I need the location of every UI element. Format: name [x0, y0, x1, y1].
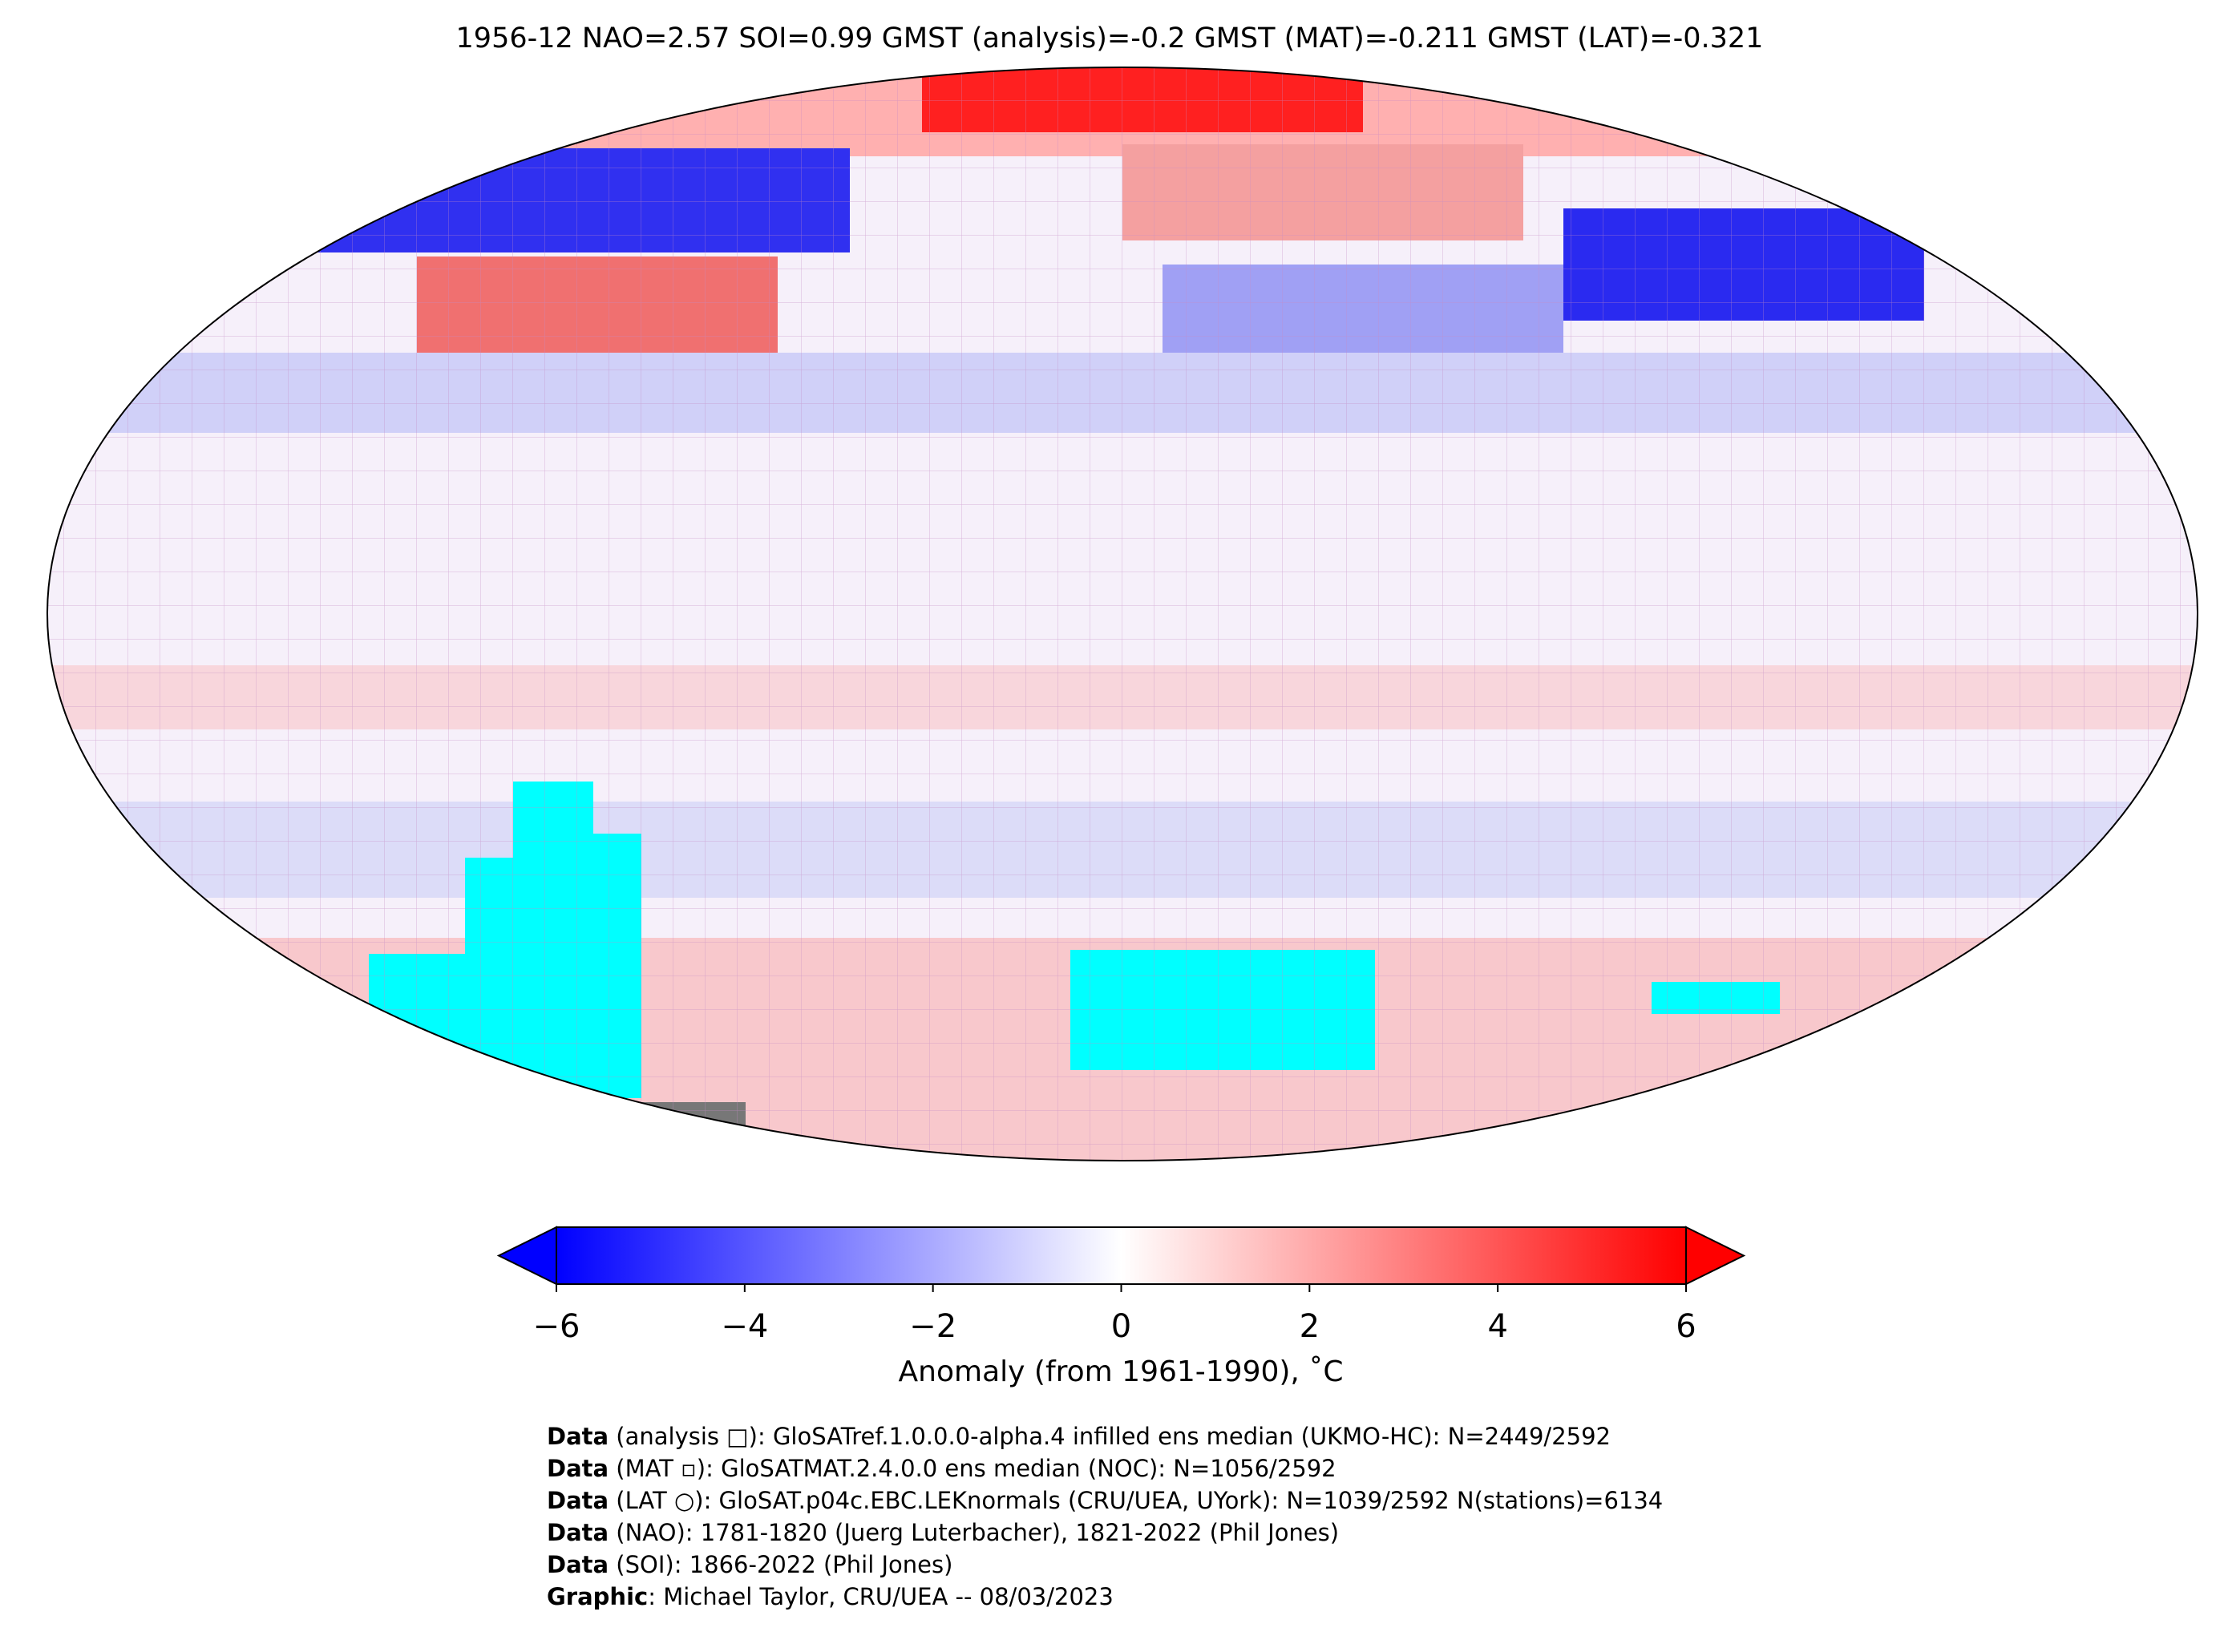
colorbar-tick-label: −4: [721, 1308, 768, 1345]
footer-line: Data (NAO): 1781-1820 (Juerg Luterbacher…: [547, 1519, 1339, 1546]
footer-bold: Data: [547, 1519, 609, 1546]
footer-text: (SOI): 1866-2022 (Phil Jones): [609, 1551, 952, 1578]
footer-text: (MAT ▫): GloSATMAT.2.4.0.0 ens median (N…: [609, 1455, 1336, 1482]
footer-text: (LAT ○): GloSAT.p04c.EBC.LEKnormals (CRU…: [609, 1487, 1663, 1514]
colorbar-label: Anomaly (from 1961-1990), ˚C: [899, 1355, 1344, 1388]
footer-line: Graphic: Michael Taylor, CRU/UEA -- 08/0…: [547, 1583, 1114, 1610]
footer-line: Data (LAT ○): GloSAT.p04c.EBC.LEKnormals…: [547, 1487, 1663, 1514]
footer-line: Data (SOI): 1866-2022 (Phil Jones): [547, 1551, 952, 1578]
colorbar: −6 −4 −2 0 2 4 6: [496, 1226, 1746, 1345]
colorbar-body: [556, 1226, 1687, 1285]
footer: Data (analysis □): GloSATref.1.0.0.0-alp…: [547, 1423, 1663, 1610]
footer-text: : Michael Taylor, CRU/UEA -- 08/03/2023: [648, 1583, 1114, 1610]
map-border: [47, 67, 2198, 1161]
colorbar-tick-label: 0: [1111, 1308, 1131, 1345]
footer-line: Data (analysis □): GloSATref.1.0.0.0-alp…: [547, 1423, 1611, 1450]
colorbar-tick-label: 6: [1676, 1308, 1696, 1345]
footer-bold: Data: [547, 1423, 609, 1450]
colorbar-tick-label: 2: [1300, 1308, 1320, 1345]
footer-bold: Data: [547, 1455, 609, 1482]
footer-bold: Data: [547, 1551, 609, 1578]
footer-line: Data (MAT ▫): GloSATMAT.2.4.0.0 ens medi…: [547, 1455, 1336, 1482]
footer-bold: Data: [547, 1487, 609, 1514]
colorbar-extend-high: [1685, 1226, 1746, 1286]
footer-text: (analysis □): GloSATref.1.0.0.0-alpha.4 …: [609, 1423, 1611, 1450]
colorbar-tick-label: −6: [533, 1308, 580, 1345]
footer-bold: Graphic: [547, 1583, 648, 1610]
footer-text: (NAO): 1781-1820 (Juerg Luterbacher), 18…: [609, 1519, 1339, 1546]
title: 1956-12 NAO=2.57 SOI=0.99 GMST (analysis…: [456, 22, 1764, 55]
colorbar-tick-label: −2: [909, 1308, 956, 1345]
map: [47, 68, 2198, 1161]
colorbar-extend-low: [496, 1226, 557, 1286]
colorbar-tick-label: 4: [1487, 1308, 1507, 1345]
